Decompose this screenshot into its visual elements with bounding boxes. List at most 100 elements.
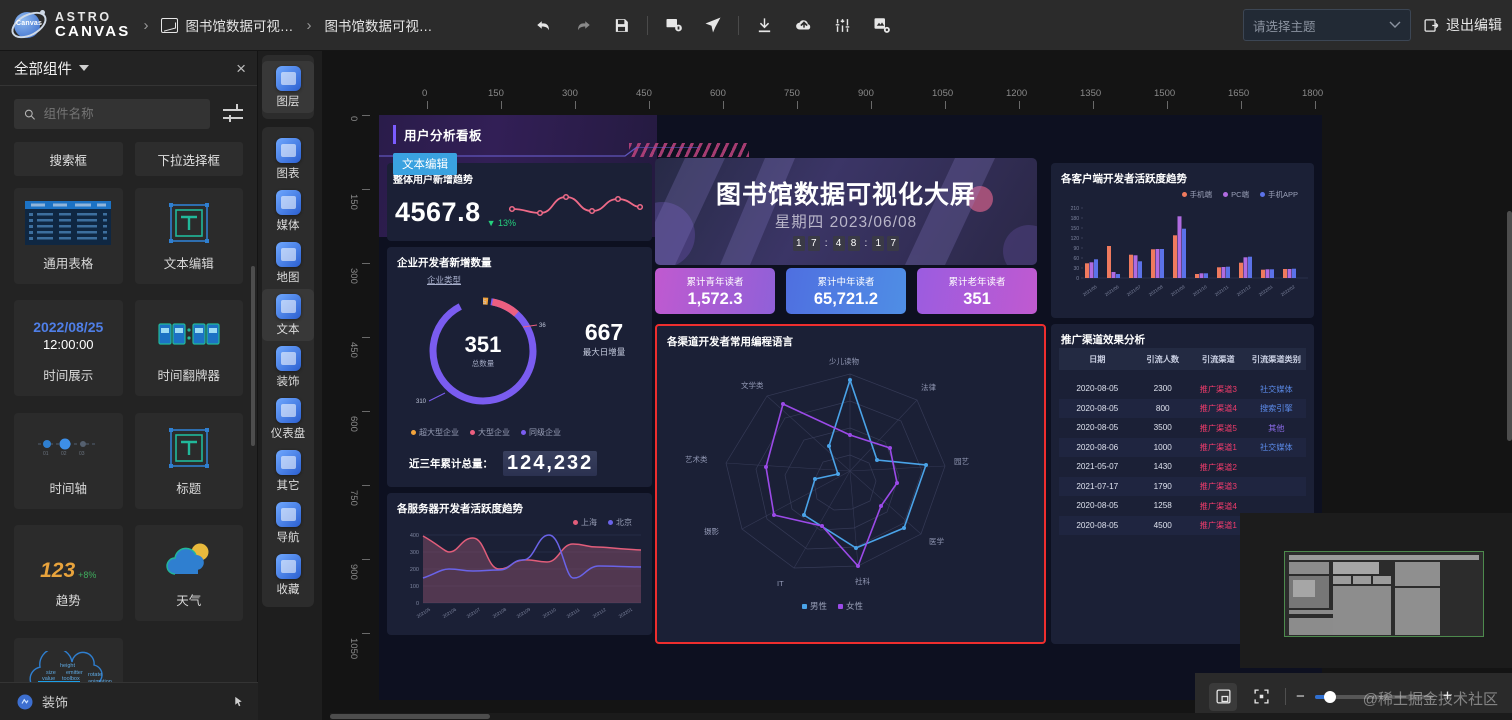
components-panel-title: 全部组件	[14, 61, 72, 78]
search-box[interactable]	[14, 99, 210, 129]
breadcrumb-item-1[interactable]: 图书馆数据可视…	[161, 15, 293, 35]
exit-edit-button[interactable]: 退出编辑	[1423, 15, 1502, 35]
table-row[interactable]: 2021-07-17 1790 推广渠道3	[1059, 476, 1306, 496]
component-card-flip-clock[interactable]: 时间翻牌器	[134, 300, 243, 397]
components-scrollbar[interactable]	[251, 266, 255, 446]
stat-label: 累计老年读者	[948, 276, 1006, 288]
zoom-slider-knob[interactable]	[1323, 690, 1336, 703]
rail-item-decoration[interactable]: 装饰	[262, 341, 314, 393]
component-card-time-display[interactable]: 2022/08/25 12:00:00 时间展示	[14, 300, 123, 397]
component-card-title[interactable]: 标题	[134, 412, 243, 509]
hero-clock: 1 7 : 4 8 : 1 7	[655, 236, 1037, 251]
clock-digit: 8	[847, 236, 860, 251]
svg-text:emitter: emitter	[66, 670, 83, 676]
dashboard-board[interactable]: 用户分析看板 文本编辑 整体用户新增趋势 4567.8 ▼ 13%	[379, 115, 1322, 700]
svg-text:400: 400	[410, 533, 419, 539]
table-row[interactable]: 2020-08-05 1258 推广渠道4	[1059, 496, 1306, 516]
donut-card[interactable]: 企业开发者新增数量 企业类型 36 5 310 351 总数量	[387, 247, 652, 487]
cell-channel: 推广渠道2	[1199, 462, 1237, 472]
undo-button[interactable]	[524, 9, 563, 42]
stat-card-senior[interactable]: 累计老年读者 351	[917, 268, 1037, 314]
chart-icon	[275, 138, 301, 163]
rail-item-text[interactable]: 文本	[262, 289, 314, 341]
table-header-cell: 引流人数	[1146, 355, 1180, 364]
rail-item-label: 地图	[276, 272, 300, 284]
component-card-weather[interactable]: 天气	[134, 525, 243, 622]
cell-count: 1258	[1153, 501, 1172, 511]
redo-button[interactable]	[563, 9, 602, 42]
rail-item-navigation[interactable]: 导航	[262, 497, 314, 549]
hero-title: 图书馆数据可视化大屏	[715, 181, 976, 209]
cell-channel: 推广渠道1	[1199, 443, 1237, 453]
settings-button[interactable]	[823, 9, 862, 42]
svg-text:200: 200	[410, 567, 419, 573]
canvas-horizontal-scrollbar[interactable]	[330, 713, 1512, 720]
bar-card[interactable]: 各客户端开发者活跃度趋势 手机端 PC端 手机APP 210 180 150 120…	[1051, 163, 1314, 318]
decoration-section-header[interactable]: 装饰	[0, 682, 258, 720]
rail-item-layers[interactable]: 图层	[262, 61, 314, 113]
trend-sample-pct: +8%	[78, 570, 97, 581]
rail-item-favorite[interactable]: 收藏	[262, 549, 314, 601]
table-row[interactable]: 2020-08-05 3500 推广渠道5 其他	[1059, 418, 1306, 438]
cell-date: 2020-08-05	[1076, 520, 1119, 530]
full-screen-icon	[1253, 689, 1269, 704]
cell-date: 2020-08-05	[1076, 501, 1119, 511]
table-row[interactable]: 2020-08-05 2300 推广渠道3 社交媒体	[1059, 379, 1306, 399]
brand-line-2: CANVAS	[55, 22, 131, 40]
zoom-slider[interactable]	[1314, 690, 1433, 703]
donut-total-label: 近三年累计总量：	[409, 458, 493, 470]
component-card-table[interactable]: 通用表格	[14, 188, 123, 284]
component-card-text-edit[interactable]: 文本编辑	[134, 188, 243, 284]
flip-clock-icon	[158, 312, 220, 358]
ruler-tick-label: 1650	[1228, 88, 1250, 99]
radar-label-1: 法律	[921, 382, 936, 392]
legend-item-2: 同级企业	[521, 427, 561, 438]
rail-item-chart[interactable]: 图表	[262, 133, 314, 185]
hero-card[interactable]: 图书馆数据可视化大屏 星期四 2023/06/08 1 7 : 4 8 : 1 …	[655, 158, 1037, 265]
filter-icon[interactable]	[223, 104, 243, 124]
rail-item-map[interactable]: 地图	[262, 237, 314, 289]
donut-label-36: 36	[539, 323, 546, 329]
rail-item-other[interactable]: 其它	[262, 445, 314, 497]
snapshot-button[interactable]	[862, 9, 901, 42]
publish-button[interactable]	[693, 9, 732, 42]
save-button[interactable]	[602, 9, 641, 42]
stat-card-middle-age[interactable]: 累计中年读者 65,721.2	[786, 268, 906, 314]
minimap-viewport[interactable]	[1284, 551, 1484, 637]
pill-select-box[interactable]: 下拉选择框	[134, 142, 243, 176]
rail-item-media[interactable]: 媒体	[262, 185, 314, 237]
stat-card-youth[interactable]: 累计青年读者 1,572.3	[655, 268, 775, 314]
table-row[interactable]: 2020-08-05 800 推广渠道4 搜索引擎	[1059, 398, 1306, 418]
minimap-panel[interactable]	[1240, 513, 1512, 668]
table-row[interactable]: 2020-08-06 1000 推广渠道1 社交媒体	[1059, 437, 1306, 457]
theme-select[interactable]: 请选择主题	[1243, 9, 1411, 41]
editor-canvas[interactable]: 0 150 300 450 600 750 900 1050 1200 1350…	[322, 51, 1512, 720]
upload-button[interactable]	[784, 9, 823, 42]
zoom-out-button[interactable]: −	[1296, 688, 1305, 705]
kpi-card[interactable]: 整体用户新增趋势 4567.8 ▼ 13%	[387, 163, 652, 241]
full-screen-button[interactable]	[1247, 683, 1275, 711]
pill-search-box[interactable]: 搜索框	[14, 142, 123, 176]
search-input[interactable]	[43, 107, 200, 121]
preview-button[interactable]	[654, 9, 693, 42]
canvas-vertical-scrollbar[interactable]	[1507, 211, 1512, 441]
ruler-tick-label: 900	[348, 564, 359, 580]
breadcrumb-item-2-label: 图书馆数据可视…	[324, 19, 433, 34]
fit-screen-button[interactable]	[1209, 682, 1237, 711]
area-card[interactable]: 各服务器开发者活跃度趋势 上海 北京 400 300 200 100 0	[387, 493, 652, 635]
zoom-in-button[interactable]: +	[1442, 687, 1453, 705]
svg-text:rotate: rotate	[88, 672, 102, 678]
components-panel-title-group[interactable]: 全部组件	[14, 58, 89, 79]
brand-logo[interactable]: Canvas ASTRO CANVAS	[0, 6, 131, 44]
ruler-tick-label: 600	[710, 88, 726, 99]
component-card-timeline[interactable]: 01 02 03 时间轴	[14, 412, 123, 509]
download-button[interactable]	[745, 9, 784, 42]
breadcrumb-item-2[interactable]: 图书馆数据可视…	[324, 15, 432, 35]
rail-item-gauge[interactable]: 仪表盘	[262, 393, 314, 445]
radar-card[interactable]: 各渠道开发者常用编程语言	[655, 324, 1046, 644]
close-panel-button[interactable]: ×	[236, 58, 246, 78]
chart-thumb-icon	[161, 17, 179, 33]
header-right-tools: 请选择主题 退出编辑	[1243, 9, 1502, 41]
component-card-trend[interactable]: 123 +8% 趋势	[14, 525, 123, 622]
table-row[interactable]: 2021-05-07 1430 推广渠道2	[1059, 457, 1306, 477]
